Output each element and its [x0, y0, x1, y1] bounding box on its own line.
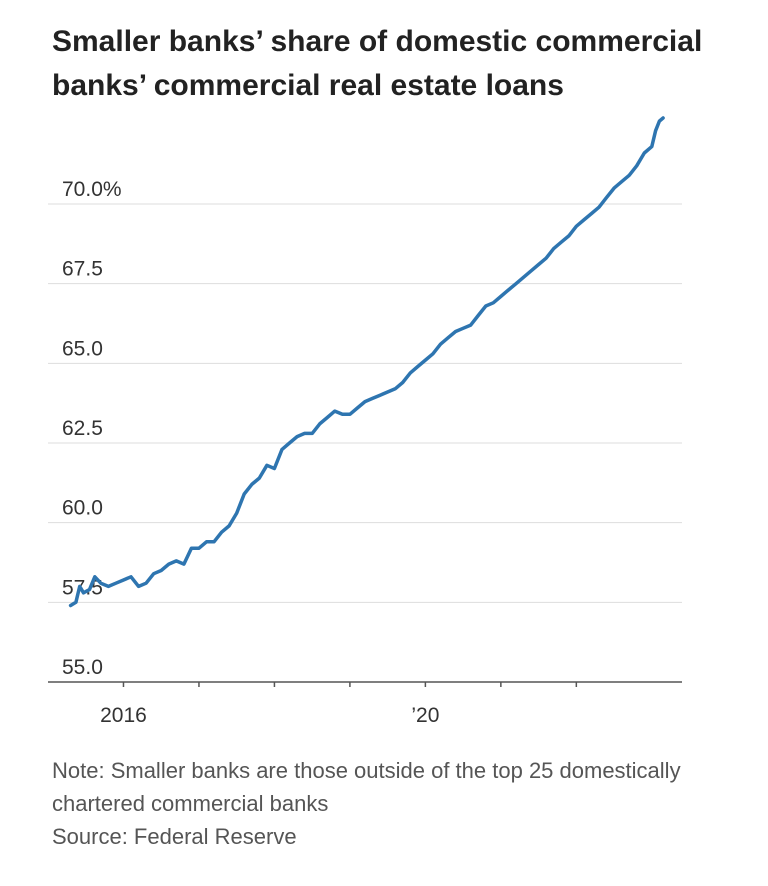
note-text: Note: Smaller banks are those outside of… — [52, 758, 681, 816]
y-tick-label: 70.0% — [62, 178, 122, 201]
x-axis — [48, 681, 682, 687]
x-tick-label: 2016 — [100, 704, 147, 727]
gridlines — [48, 203, 682, 603]
y-tick-label: 65.0 — [62, 337, 103, 360]
series-line — [68, 116, 665, 608]
y-tick-label: 60.0 — [62, 497, 103, 520]
y-tick-label: 55.0 — [62, 656, 103, 679]
x-axis-tick-labels: 2016 ’20 — [100, 704, 439, 727]
chart-title: Smaller banks’ share of domestic commerc… — [52, 25, 703, 102]
chart-footnotes: Note: Smaller banks are those outside of… — [52, 754, 742, 853]
series-layer — [68, 116, 665, 608]
x-tick-label: ’20 — [411, 704, 439, 727]
y-tick-label: 62.5 — [62, 417, 103, 440]
source-text: Source: Federal Reserve — [52, 824, 297, 849]
y-tick-label: 67.5 — [62, 258, 103, 281]
